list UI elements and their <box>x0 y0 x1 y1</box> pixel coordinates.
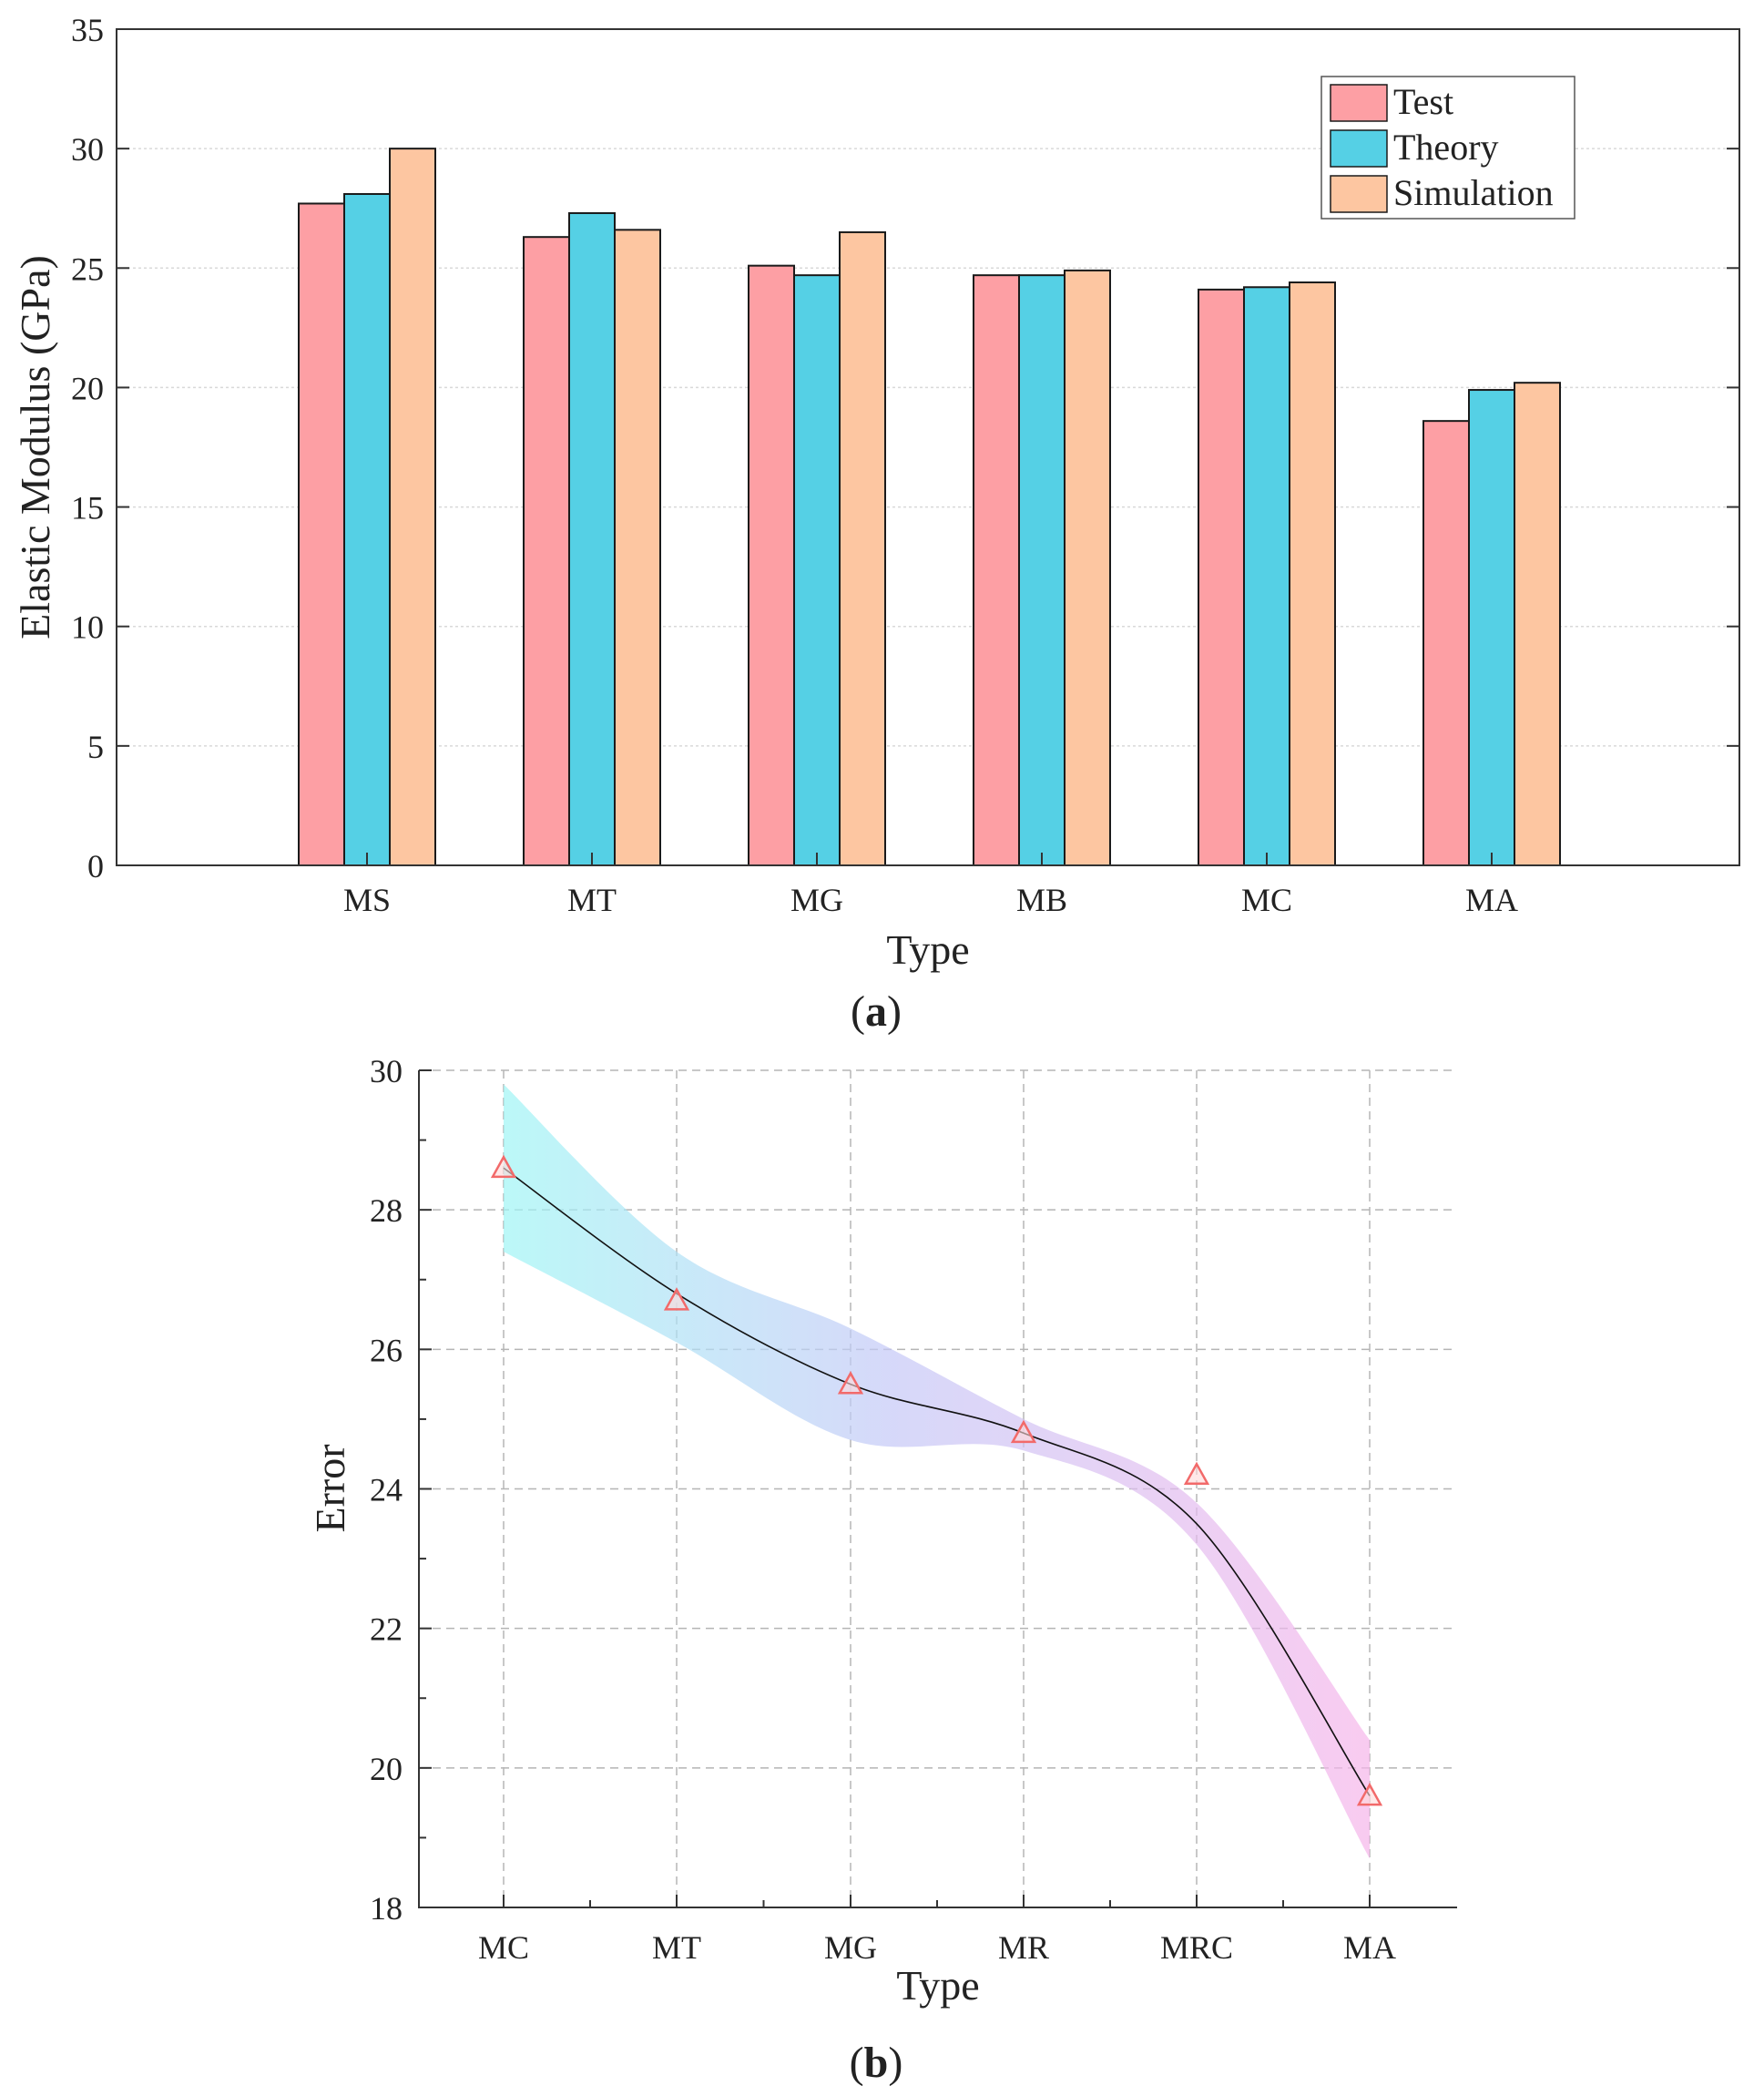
y-tick-label: 0 <box>87 848 104 884</box>
bar-theory-mb <box>1018 274 1066 866</box>
bar-simulation-ma <box>1514 382 1561 866</box>
legend-label-theory: Theory <box>1393 127 1499 168</box>
bar-simulation-mt <box>614 229 661 866</box>
bar-chart-bars <box>298 148 1561 867</box>
bar-chart-x-ticks: MS MT MG MB MC MA <box>343 853 1518 918</box>
bar-chart-x-axis-title: Type <box>886 926 969 973</box>
panel-label-a-letter: a <box>865 987 887 1036</box>
y-tick-label: 28 <box>370 1192 403 1229</box>
confidence-band <box>504 1084 1370 1859</box>
line-chart-x-axis-title: Type <box>896 1962 979 2009</box>
legend-swatch-test <box>1330 84 1388 122</box>
bar-chart-plot-frame <box>116 28 1740 866</box>
y-tick-label: 22 <box>370 1611 403 1648</box>
y-tick-label: 15 <box>71 490 104 527</box>
bar-test-mt <box>523 236 570 866</box>
data-markers <box>490 1154 1383 1806</box>
legend-swatch-theory <box>1330 129 1388 168</box>
bar-chart-y-axis-title: Elastic Modulus (GPa) <box>12 255 58 639</box>
x-tick-label: MB <box>1016 882 1067 918</box>
bar-test-ms <box>298 202 345 866</box>
y-tick-label: 24 <box>370 1472 403 1508</box>
data-marker-mg <box>837 1371 864 1395</box>
line-chart-y-ticks: 18 20 22 24 26 28 30 <box>370 1053 432 1927</box>
legend-label-test: Test <box>1393 81 1453 122</box>
data-marker-ma <box>1356 1782 1383 1806</box>
panel-label-b-letter: b <box>864 2039 889 2087</box>
panel-label-a: (a) <box>851 987 902 1036</box>
panel-label-b: (b) <box>850 2039 903 2087</box>
bar-chart-y-ticks: 0 5 10 15 20 25 30 35 <box>71 12 1739 884</box>
legend-label-simulation: Simulation <box>1393 172 1554 213</box>
bar-simulation-mb <box>1064 269 1111 866</box>
data-marker-mt <box>663 1287 690 1311</box>
line-chart-gridlines <box>419 1069 1457 1907</box>
data-marker-mr <box>1010 1419 1037 1444</box>
legend-swatch-simulation <box>1330 175 1388 213</box>
x-tick-label: MRC <box>1160 1929 1233 1966</box>
fit-curve <box>503 1167 1371 1796</box>
y-tick-label: 26 <box>370 1332 403 1368</box>
x-tick-label: MT <box>652 1929 701 1966</box>
x-tick-label: MT <box>567 882 617 918</box>
x-tick-label: MS <box>343 882 391 918</box>
bar-test-ma <box>1422 420 1470 866</box>
x-tick-label: MC <box>478 1929 529 1966</box>
bar-theory-ma <box>1468 389 1515 866</box>
data-marker-mc <box>490 1154 517 1179</box>
x-tick-label: MG <box>790 882 843 918</box>
bar-simulation-ms <box>389 148 436 866</box>
y-tick-label: 30 <box>370 1053 403 1089</box>
y-tick-label: 18 <box>370 1890 403 1927</box>
bar-theory-mc <box>1243 286 1290 867</box>
bar-simulation-mc <box>1289 281 1336 867</box>
bar-theory-ms <box>343 192 391 866</box>
bar-chart-panel-a: 0 5 10 15 20 25 30 35 MS MT MG MB MC MA Elastic Modu… <box>12 12 1740 1036</box>
bar-simulation-mg <box>839 230 886 866</box>
bar-test-mc <box>1198 288 1245 866</box>
y-tick-label: 10 <box>71 609 104 646</box>
x-tick-label: MA <box>1465 882 1518 918</box>
x-tick-label: MR <box>998 1929 1049 1966</box>
y-tick-label: 35 <box>71 12 104 48</box>
bar-theory-mg <box>793 274 841 866</box>
y-tick-label: 5 <box>87 729 104 765</box>
line-chart-y-axis-title: Error <box>307 1444 353 1532</box>
y-tick-label: 20 <box>71 370 104 406</box>
x-tick-label: MG <box>824 1929 877 1966</box>
bar-test-mg <box>748 264 795 867</box>
bar-test-mb <box>973 274 1020 866</box>
x-tick-label: MC <box>1241 882 1292 918</box>
y-tick-label: 30 <box>71 131 104 168</box>
y-tick-label: 25 <box>71 250 104 287</box>
data-marker-mrc <box>1183 1461 1210 1486</box>
line-chart-x-ticks: MC MT MG MR MRC MA <box>478 1895 1396 1966</box>
y-tick-label: 20 <box>370 1751 403 1787</box>
bar-theory-mt <box>568 211 616 866</box>
x-tick-label: MA <box>1343 1929 1396 1966</box>
